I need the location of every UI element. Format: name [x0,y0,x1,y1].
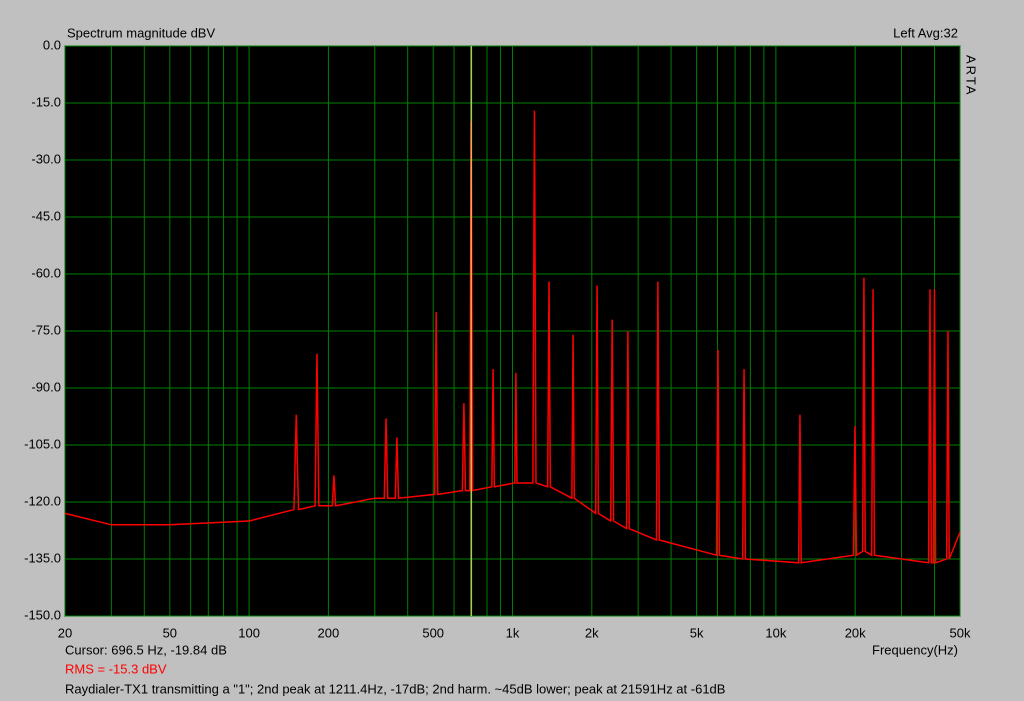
spectrum-line [64,110,961,564]
y-tick-label: -105.0 [24,436,61,451]
x-tick-label: 200 [318,625,340,640]
cursor-readout: Cursor: 696.5 Hz, -19.84 dB [65,642,227,657]
y-tick-label: -45.0 [31,208,61,223]
x-tick-label: 50 [163,625,177,640]
x-tick-label: 1k [506,625,520,640]
y-tick-label: -15.0 [31,94,61,109]
x-tick-label: 100 [238,625,260,640]
brand: ARTA [964,55,979,96]
x-tick-label: 2k [585,625,599,640]
y-tick-label: -30.0 [31,151,61,166]
y-tick-label: -60.0 [31,265,61,280]
x-tick-label: 5k [690,625,704,640]
y-tick-label: -90.0 [31,379,61,394]
x-tick-label: 500 [422,625,444,640]
chart-title: Spectrum magnitude dBV [67,25,215,40]
status: Left Avg:32 [893,25,958,40]
x-tick-label: 50k [950,625,971,640]
y-tick-label: -120.0 [24,493,61,508]
x-tick-label: 20 [58,625,72,640]
caption: Raydialer-TX1 transmitting a "1"; 2nd pe… [65,681,725,696]
y-tick-label: -75.0 [31,322,61,337]
y-tick-label: -135.0 [24,550,61,565]
x-tick-label: 20k [845,625,866,640]
x-tick-label: 10k [765,625,786,640]
y-tick-label: -150.0 [24,607,61,622]
y-tick-label: 0.0 [43,37,61,52]
rms-readout: RMS = -15.3 dBV [65,661,167,676]
x-axis-label: Frequency(Hz) [872,642,958,657]
